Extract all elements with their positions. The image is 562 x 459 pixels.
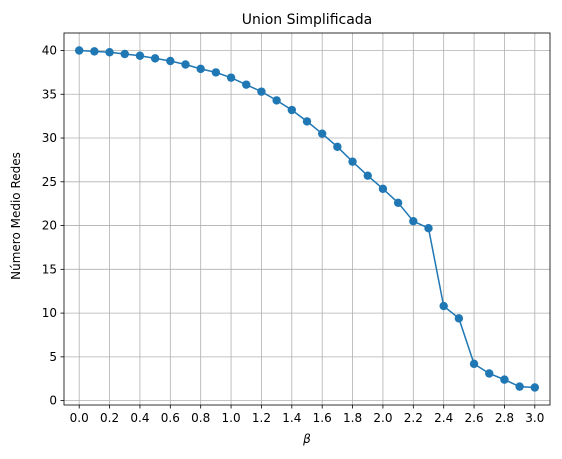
grid bbox=[64, 33, 550, 405]
y-tick-label: 30 bbox=[42, 131, 57, 145]
x-tick-label: 2.0 bbox=[373, 411, 392, 425]
data-point bbox=[439, 301, 448, 311]
data-point bbox=[409, 216, 418, 226]
data-point bbox=[469, 359, 479, 369]
data-point bbox=[515, 382, 524, 391]
data-point bbox=[105, 48, 114, 57]
data-point bbox=[454, 314, 464, 323]
plot-frame bbox=[63, 32, 551, 406]
data-point bbox=[500, 375, 509, 384]
y-tick-label: 35 bbox=[42, 87, 57, 101]
y-axis-label: Número Medio Redes bbox=[9, 152, 23, 280]
series-line bbox=[79, 49, 535, 389]
chart-title: Union Simplificada bbox=[242, 12, 373, 28]
x-tick-label: 1.4 bbox=[282, 411, 301, 425]
x-tick-label: 0.8 bbox=[191, 411, 210, 425]
data-point bbox=[196, 64, 205, 74]
axes: 0.0 0.2 0.4 0.6 0.8 1.0 1.2 1.4 1.6 1.8 2.0 2.2 2.4 2… bbox=[42, 32, 551, 425]
x-tick-label: 0.0 bbox=[70, 411, 89, 425]
x-axis-label: β bbox=[302, 432, 311, 446]
data-point bbox=[393, 198, 403, 208]
x-tick-label: 3.0 bbox=[525, 411, 544, 425]
data-point bbox=[226, 73, 236, 82]
data-point bbox=[317, 129, 327, 138]
data-point bbox=[363, 171, 372, 180]
data-point bbox=[74, 46, 84, 55]
data-point bbox=[90, 47, 99, 56]
data-point bbox=[530, 383, 540, 392]
x-tick-label: 1.2 bbox=[252, 411, 271, 425]
x-tick-label: 0.4 bbox=[130, 411, 149, 425]
data-point bbox=[333, 142, 342, 151]
x-tick-label: 2.8 bbox=[495, 411, 514, 425]
y-tick-label: 0 bbox=[49, 394, 57, 408]
data-point bbox=[150, 54, 160, 63]
x-tick-label: 2.4 bbox=[434, 411, 453, 425]
y-tick-label: 5 bbox=[49, 350, 57, 364]
data-point bbox=[485, 369, 494, 378]
data-point bbox=[302, 117, 312, 126]
data-point bbox=[211, 68, 221, 77]
data-point bbox=[287, 105, 297, 115]
x-tick-label: 1.8 bbox=[343, 411, 362, 425]
x-tick-label: 2.2 bbox=[404, 411, 423, 425]
data-point bbox=[135, 51, 145, 60]
y-tick-label: 40 bbox=[42, 44, 57, 58]
x-tick-label: 1.0 bbox=[222, 411, 241, 425]
series-group bbox=[74, 46, 540, 392]
x-tick-label: 0.2 bbox=[100, 411, 119, 425]
y-tick-label: 25 bbox=[42, 175, 57, 189]
data-point bbox=[257, 87, 266, 96]
x-tick-label: 2.6 bbox=[465, 411, 484, 425]
data-point bbox=[424, 223, 433, 233]
y-tick-label: 15 bbox=[42, 262, 57, 276]
y-tick-label: 20 bbox=[42, 219, 57, 233]
y-tick-label: 10 bbox=[42, 306, 57, 320]
data-point bbox=[166, 56, 175, 66]
data-point bbox=[242, 80, 251, 89]
x-tick-label: 1.6 bbox=[313, 411, 332, 425]
data-point bbox=[120, 49, 129, 59]
data-point bbox=[378, 184, 388, 194]
x-tick-label: 0.6 bbox=[161, 411, 180, 425]
data-point bbox=[348, 157, 357, 166]
data-point bbox=[181, 60, 190, 69]
data-point bbox=[272, 96, 281, 105]
